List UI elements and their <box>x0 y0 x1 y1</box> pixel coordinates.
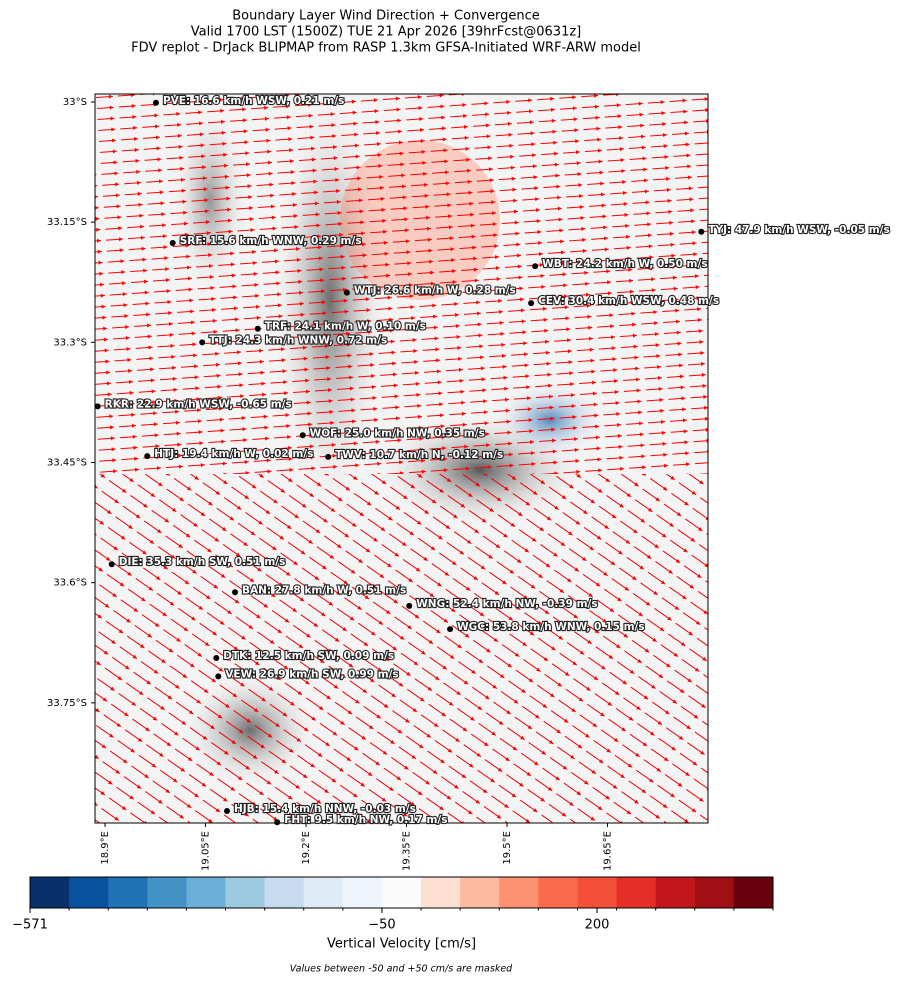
y-tick-label: 33.45°S <box>47 458 87 469</box>
x-tick-label: 19.35°E <box>402 831 413 871</box>
station-label: WTJ: 26.6 km/h W, 0.28 m/s <box>354 285 516 297</box>
title-line: FDV replot - DrJack BLIPMAP from RASP 1.… <box>131 41 641 56</box>
colorbar-swatch <box>655 877 696 908</box>
colorbar-swatch <box>577 877 618 908</box>
station-label: TYJ: 47.9 km/h WSW, -0.05 m/s <box>708 224 889 236</box>
station-label: TRF: 24.1 km/h W, 0.10 m/s <box>265 321 426 333</box>
x-tick-label: 19.5°E <box>502 831 513 865</box>
colorbar-swatch <box>303 877 344 908</box>
y-tick-label: 33.15°S <box>47 217 87 228</box>
station-label: WGC: 53.8 km/h WNW, 0.15 m/s <box>457 621 645 633</box>
station-label: HTJ: 19.4 km/h W, 0.02 m/s <box>154 448 313 460</box>
station-label: DTK: 12.5 km/h SW, 0.09 m/s <box>223 650 394 662</box>
y-tick-label: 33.3°S <box>53 337 87 348</box>
y-tick-label: 33°S <box>63 97 87 108</box>
colorbar-frame <box>29 876 774 909</box>
title-line: Valid 1700 LST (1500Z) TUE 21 Apr 2026 [… <box>191 25 582 40</box>
x-tick-label: 18.9°E <box>100 831 111 865</box>
station-dot <box>232 589 239 596</box>
station-dot <box>299 432 306 439</box>
station-dot <box>274 819 281 826</box>
x-tick-label: 19.05°E <box>201 831 212 871</box>
station-label: VEW: 26.9 km/h SW, 0.99 m/s <box>225 668 398 680</box>
colorbar-swatch <box>108 877 148 908</box>
station-label: DIE: 35.3 km/h SW, 0.51 m/s <box>119 556 286 568</box>
colorbar-swatch <box>733 877 774 908</box>
map-background <box>95 94 708 823</box>
station-dot <box>254 325 261 332</box>
colorbar-label: Vertical Velocity [cm/s] <box>327 937 476 952</box>
station-dot <box>698 228 705 235</box>
y-tick-label: 33.75°S <box>47 698 87 709</box>
station-dot <box>215 673 222 680</box>
station-dot <box>223 807 230 814</box>
title-line: Boundary Layer Wind Direction + Converge… <box>232 9 540 24</box>
station-dot <box>532 263 539 270</box>
colorbar-swatch <box>538 877 578 908</box>
colorbar-tick-label: 200 <box>585 918 610 933</box>
station-label: BAN: 27.8 km/h W, 0.51 m/s <box>242 584 406 596</box>
station-dot <box>169 240 176 247</box>
station-dot <box>108 561 115 568</box>
colorbar-swatch <box>69 877 109 908</box>
station-dot <box>325 453 332 460</box>
station-dot <box>447 626 454 633</box>
station-label: CEV: 30.4 km/h WSW, 0.48 m/s <box>538 295 719 307</box>
station-dot <box>144 453 151 460</box>
station-dot <box>213 654 220 661</box>
station-dot <box>406 602 413 609</box>
mask-note: Values between -50 and +50 cm/s are mask… <box>290 964 513 975</box>
station-label: WOF: 25.0 km/h NW, 0.35 m/s <box>310 427 485 439</box>
colorbar-tick-label: −571 <box>12 918 48 933</box>
station-label: WNG: 52.4 km/h NW, -0.39 m/s <box>416 598 597 610</box>
station-dot <box>152 99 159 106</box>
x-tick-label: 19.2°E <box>301 831 312 865</box>
colorbar-swatch <box>421 877 461 908</box>
station-label: FHT: 9.5 km/h NW, 0.17 m/s <box>284 814 447 826</box>
station-label: SRF: 15.6 km/h WNW, 0.29 m/s <box>180 235 362 247</box>
colorbar-swatch <box>225 877 266 908</box>
colorbar-swatch <box>264 877 305 908</box>
station-dot <box>528 300 535 307</box>
colorbar-swatch <box>381 877 422 908</box>
colorbar-swatch <box>616 877 657 908</box>
colorbar-swatch <box>147 877 187 908</box>
station-label: HJB: 15.4 km/h NNW, -0.03 m/s <box>234 803 416 815</box>
y-tick-label: 33.6°S <box>53 578 87 589</box>
dynamic-layer: 18.9°E 19.05°E 19.2°E 19.35°E 19.5°E 19.65°E 3… <box>12 94 891 975</box>
station-label: TWV: 10.7 km/h N, -0.12 m/s <box>335 449 503 461</box>
colorbar-swatch <box>186 877 227 908</box>
colorbar-swatch <box>694 877 735 908</box>
station-label: TTJ: 24.3 km/h WNW, 0.72 m/s <box>209 334 387 346</box>
colorbar-tick-label: −50 <box>368 918 395 933</box>
station-dot <box>94 403 101 410</box>
map-frame <box>94 93 709 824</box>
station-label: RKR: 22.9 km/h WSW, -0.65 m/s <box>105 398 292 410</box>
station-dot <box>199 339 206 346</box>
colorbar-swatch <box>499 877 539 908</box>
station-label: WBT: 24.2 km/h W, 0.50 m/s <box>542 258 707 270</box>
colorbar-swatch <box>342 877 383 908</box>
x-tick-label: 19.65°E <box>603 831 614 871</box>
colorbar-swatch <box>460 877 500 908</box>
station-dot <box>343 289 350 296</box>
colorbar-swatch <box>30 877 70 908</box>
station-label: PVE: 16.6 km/h WSW, 0.21 m/s <box>163 95 344 107</box>
